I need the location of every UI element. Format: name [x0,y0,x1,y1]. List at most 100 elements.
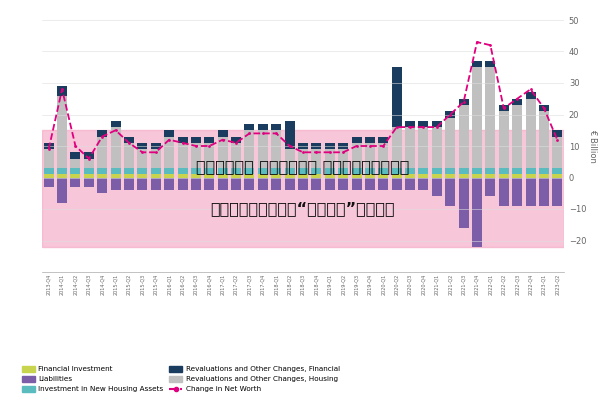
Bar [44,174,54,178]
Bar [405,174,415,178]
Bar [392,127,402,168]
Bar [70,174,80,178]
Bar [432,168,442,174]
Bar [110,121,121,127]
Bar [539,168,549,174]
Bar [164,174,174,178]
Bar [472,61,482,67]
Bar [445,111,455,118]
Bar [164,130,174,136]
Text: 微信股票配资 坚定对华投资 宝马新世代第六代动: 微信股票配资 坚定对华投资 宝马新世代第六代动 [196,159,410,174]
Bar [204,168,214,174]
Bar [432,174,442,178]
Bar [137,143,148,149]
Bar [539,178,549,206]
Bar [365,168,375,174]
Bar [151,143,161,149]
Bar [137,174,148,178]
Bar [204,178,214,190]
Bar [44,168,54,174]
Bar [365,143,375,168]
Bar [178,174,188,178]
Bar [405,127,415,168]
Bar [137,149,148,168]
Bar [311,168,322,174]
Bar [97,178,107,193]
Bar [485,67,496,168]
Bar [378,168,388,174]
Bar [458,168,469,174]
Bar [311,174,322,178]
Bar [472,67,482,168]
Bar [338,168,348,174]
Bar [84,174,94,178]
Bar [97,174,107,178]
Bar [178,168,188,174]
Bar [458,105,469,168]
Bar [365,178,375,190]
Bar [204,143,214,168]
Bar [271,124,281,130]
Bar [418,174,428,178]
Bar [191,174,201,178]
Bar [258,168,268,174]
Bar [499,174,509,178]
Bar [57,86,67,96]
Bar [338,149,348,168]
Bar [499,168,509,174]
Bar [178,143,188,168]
Bar [137,168,148,174]
Bar [365,136,375,143]
Bar [325,168,335,174]
Bar [244,130,254,168]
Bar [191,168,201,174]
Bar [405,168,415,174]
Bar [231,178,241,190]
Bar [405,121,415,127]
Bar [70,168,80,174]
Bar [472,174,482,178]
Bar [244,178,254,190]
Bar [458,174,469,178]
Bar [191,143,201,168]
Bar [124,143,134,168]
Bar [271,174,281,178]
Bar [526,99,536,168]
Bar [552,174,562,178]
Bar [137,178,148,190]
Bar [84,152,94,158]
Bar [512,99,522,105]
Bar [325,143,335,149]
Bar [418,127,428,168]
Bar [244,174,254,178]
Bar [499,178,509,206]
Bar [164,136,174,168]
Bar [231,174,241,178]
Bar [191,178,201,190]
Bar [258,130,268,168]
Bar [512,178,522,206]
Bar [258,174,268,178]
Bar [458,99,469,105]
Bar [97,136,107,168]
Bar [552,168,562,174]
Bar [151,174,161,178]
Bar [231,143,241,168]
Bar [311,143,322,149]
Bar [472,168,482,174]
Bar [418,121,428,127]
Bar [365,174,375,178]
Bar [485,168,496,174]
Bar [97,168,107,174]
Bar [284,168,295,174]
Bar [338,174,348,178]
Bar [42,130,564,247]
Y-axis label: € Billion: € Billion [589,129,598,163]
Bar [485,174,496,178]
Bar [311,178,322,190]
Bar [124,136,134,143]
Bar [539,174,549,178]
Bar [271,178,281,190]
Bar [499,105,509,111]
Bar [70,178,80,187]
